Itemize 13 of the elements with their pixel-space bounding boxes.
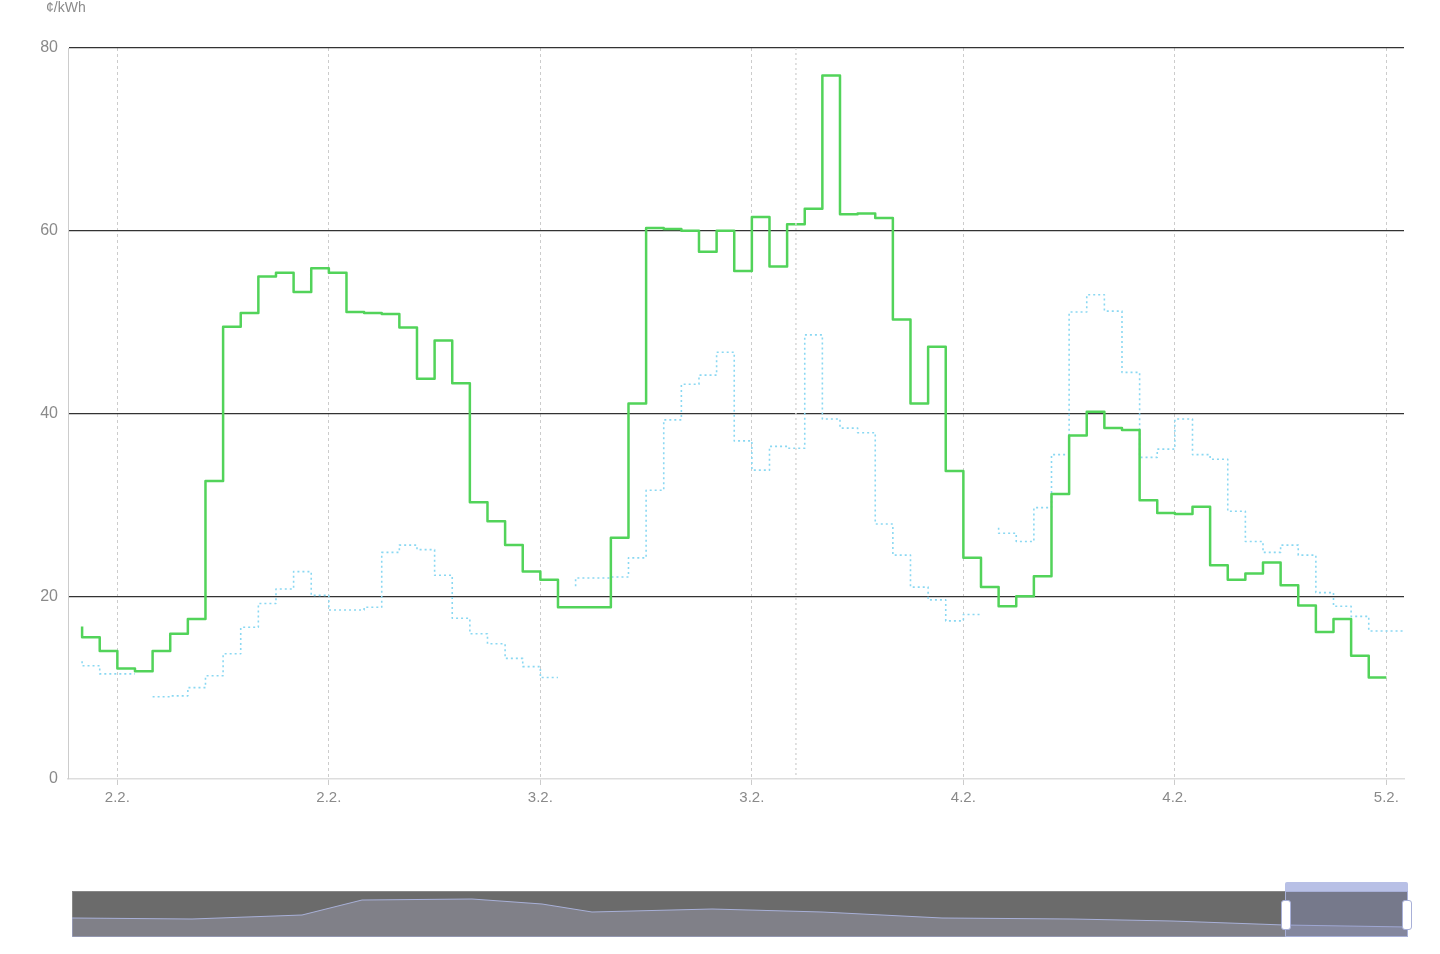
x-tick-label: 2.2. [316, 788, 342, 806]
y-tick-label: 80 [40, 38, 59, 56]
x-tick-label: 5.2. [1373, 788, 1399, 806]
y-tick-label: 20 [40, 586, 59, 604]
y-tick-label: 60 [40, 221, 59, 239]
x-tick-label: 4.2. [950, 788, 976, 806]
x-tick-label: 2.2. [104, 788, 130, 806]
y-axis-title: ¢/kWh [46, 0, 86, 15]
x-tick-label: 4.2. [1162, 788, 1188, 806]
x-tick-label: 3.2. [527, 788, 553, 806]
x-tick-label: 3.2. [739, 788, 765, 806]
y-tick-label: 40 [40, 403, 59, 421]
y-tick-label: 0 [49, 769, 59, 787]
